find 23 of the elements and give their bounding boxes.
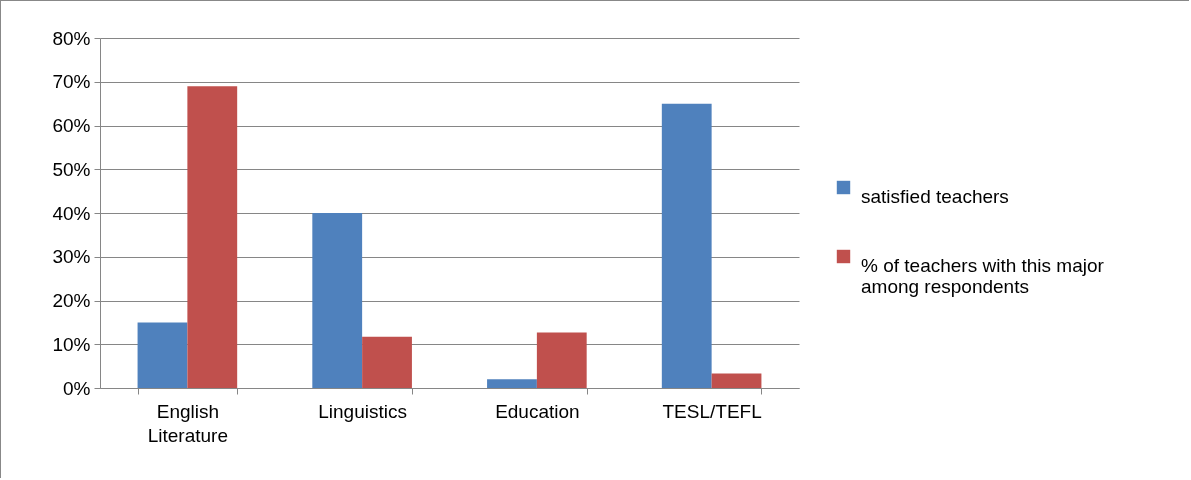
- bar: [137, 322, 188, 388]
- y-tick-label: 50%: [52, 158, 91, 180]
- x-tick-label: TESL/TEFL: [662, 400, 762, 422]
- bar: [187, 86, 238, 388]
- x-tick-label: English Literature: [147, 400, 229, 446]
- y-tick-label: 60%: [52, 115, 91, 136]
- legend-label: satisfied teachers: [861, 185, 1009, 207]
- bar: [362, 336, 412, 388]
- y-tick-label: 0%: [63, 377, 91, 399]
- bar: [536, 332, 587, 388]
- x-tick-label: Linguistics: [318, 400, 407, 422]
- y-tick-label: 10%: [52, 333, 91, 355]
- y-tick-label: 80%: [52, 27, 91, 49]
- bar: [487, 379, 537, 388]
- y-tick-label: 30%: [52, 246, 91, 268]
- bar: [661, 103, 712, 388]
- legend-label: % of teachers with this major among respondents: [861, 254, 1105, 297]
- bar: [312, 213, 363, 388]
- y-tick-label: 20%: [52, 290, 91, 311]
- bar: [711, 373, 762, 388]
- y-tick-label: 70%: [52, 71, 91, 93]
- x-tick-label: Education: [495, 400, 580, 422]
- y-tick-label: 40%: [52, 202, 91, 224]
